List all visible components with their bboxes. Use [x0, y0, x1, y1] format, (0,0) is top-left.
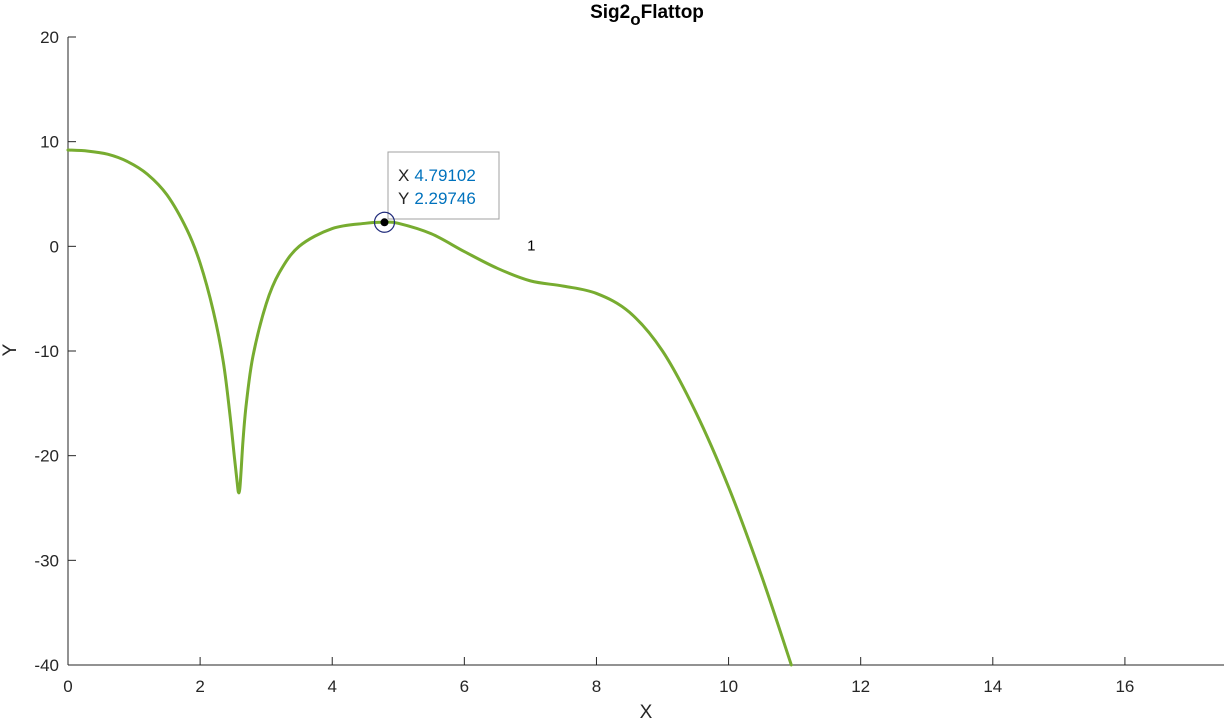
datatip-box: [387, 151, 500, 220]
datatip-marker-dot: [380, 218, 389, 227]
annotation-layer: 1: [527, 237, 535, 254]
x-tick-label: 0: [63, 677, 72, 696]
x-tick-label: 8: [592, 677, 601, 696]
x-tick-label: 12: [851, 677, 870, 696]
x-tick-label: 4: [327, 677, 336, 696]
datatip-y-label: Y: [398, 189, 409, 208]
y-tick-label: 20: [40, 28, 59, 47]
y-tick-label: -10: [34, 342, 59, 361]
x-axis-label: X: [640, 702, 653, 721]
title-suffix: Flattop: [641, 2, 704, 23]
datatip-marker-ring: [373, 211, 396, 233]
y-tick-label: -40: [34, 656, 59, 675]
axes: [67, 37, 1224, 666]
datatip[interactable]: X 4.79102 Y 2.29746: [373, 151, 500, 233]
x-tick-label: 2: [195, 677, 204, 696]
datatip-y-value: 2.29746: [414, 189, 475, 208]
y-tick-label: -20: [34, 447, 59, 466]
y-axis-label: Y: [0, 343, 21, 356]
datatip-y-row: Y 2.29746: [398, 189, 476, 208]
series-line-0: [66, 148, 793, 667]
y-tick-label: 0: [50, 237, 59, 256]
datatip-x-row: X 4.79102: [398, 166, 476, 185]
title-subscript: o: [630, 10, 640, 29]
datatip-x-value: 4.79102: [414, 166, 475, 185]
datatip-x-label: X: [398, 166, 409, 185]
y-axis-ticks: 20 10 0 -10 -20 -30 -40: [34, 28, 76, 675]
chart-title: Sig2oFlattop: [590, 2, 704, 29]
x-tick-label: 10: [719, 677, 738, 696]
title-main: Sig2: [590, 2, 630, 23]
x-tick-label: 6: [460, 677, 469, 696]
series-layer: [66, 148, 793, 667]
annotation-label: 1: [527, 237, 535, 254]
x-tick-label: 16: [1115, 677, 1134, 696]
y-tick-label: -30: [34, 551, 59, 570]
x-tick-label: 14: [983, 677, 1002, 696]
y-tick-label: 10: [40, 133, 59, 152]
x-axis-ticks: 0 2 4 6 8 10 12 14 16: [63, 657, 1134, 696]
